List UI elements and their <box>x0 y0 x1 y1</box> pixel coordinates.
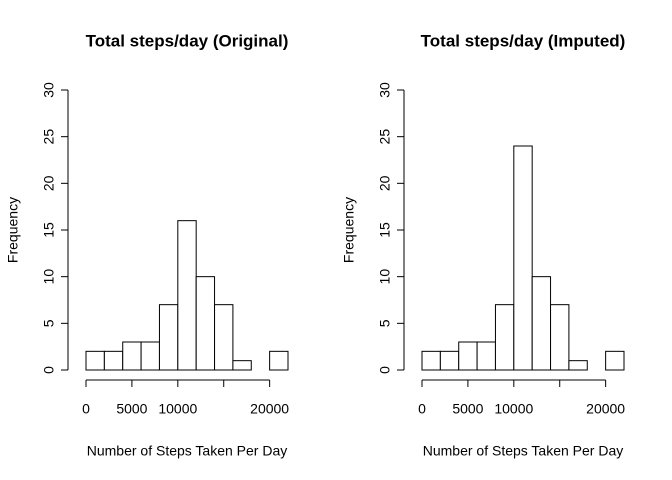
x-tick-label: 10000 <box>494 401 533 417</box>
x-axis-label: Number of Steps Taken Per Day <box>87 443 288 459</box>
x-tick-label: 5000 <box>452 401 483 417</box>
y-tick-label: 0 <box>377 366 393 374</box>
x-tick-label: 0 <box>418 401 426 417</box>
bar <box>140 341 160 371</box>
y-tick-label: 25 <box>377 129 393 145</box>
bar <box>605 350 625 371</box>
bar <box>476 341 496 371</box>
y-tick-label: 15 <box>41 222 57 238</box>
y-tick-label: 10 <box>377 269 393 285</box>
x-tick-label: 5000 <box>116 401 147 417</box>
y-axis-label: Frequency <box>341 197 357 263</box>
y-tick-label: 20 <box>41 175 57 191</box>
bar <box>158 304 179 371</box>
bar <box>195 276 216 371</box>
bar <box>568 360 588 371</box>
y-tick-label: 5 <box>377 319 393 327</box>
bar <box>439 350 460 371</box>
x-tick-label: 20000 <box>586 401 625 417</box>
y-axis-label: Frequency <box>5 197 21 263</box>
chart-title: Total steps/day (Imputed) <box>421 31 626 50</box>
bar <box>513 145 533 371</box>
bar <box>458 341 478 371</box>
x-tick-label: 10000 <box>158 401 197 417</box>
bar <box>269 350 289 371</box>
y-tick-label: 20 <box>377 175 393 191</box>
y-tick-label: 5 <box>41 319 57 327</box>
y-tick-label: 10 <box>41 269 57 285</box>
bar <box>232 360 252 371</box>
x-tick-label: 0 <box>82 401 90 417</box>
bar <box>122 341 142 371</box>
bar <box>550 304 570 371</box>
bar <box>85 350 105 371</box>
y-tick-label: 15 <box>377 222 393 238</box>
bar <box>214 304 234 371</box>
y-tick-label: 0 <box>41 366 57 374</box>
bar <box>103 350 124 371</box>
x-axis-label: Number of Steps Taken Per Day <box>423 443 624 459</box>
x-tick-label: 20000 <box>250 401 289 417</box>
bar <box>421 350 441 371</box>
y-tick-label: 30 <box>377 82 393 98</box>
bar <box>177 220 197 371</box>
bar <box>494 304 515 371</box>
y-tick-label: 30 <box>41 82 57 98</box>
bar <box>531 276 552 371</box>
y-tick-label: 25 <box>41 129 57 145</box>
chart-title: Total steps/day (Original) <box>86 31 289 50</box>
